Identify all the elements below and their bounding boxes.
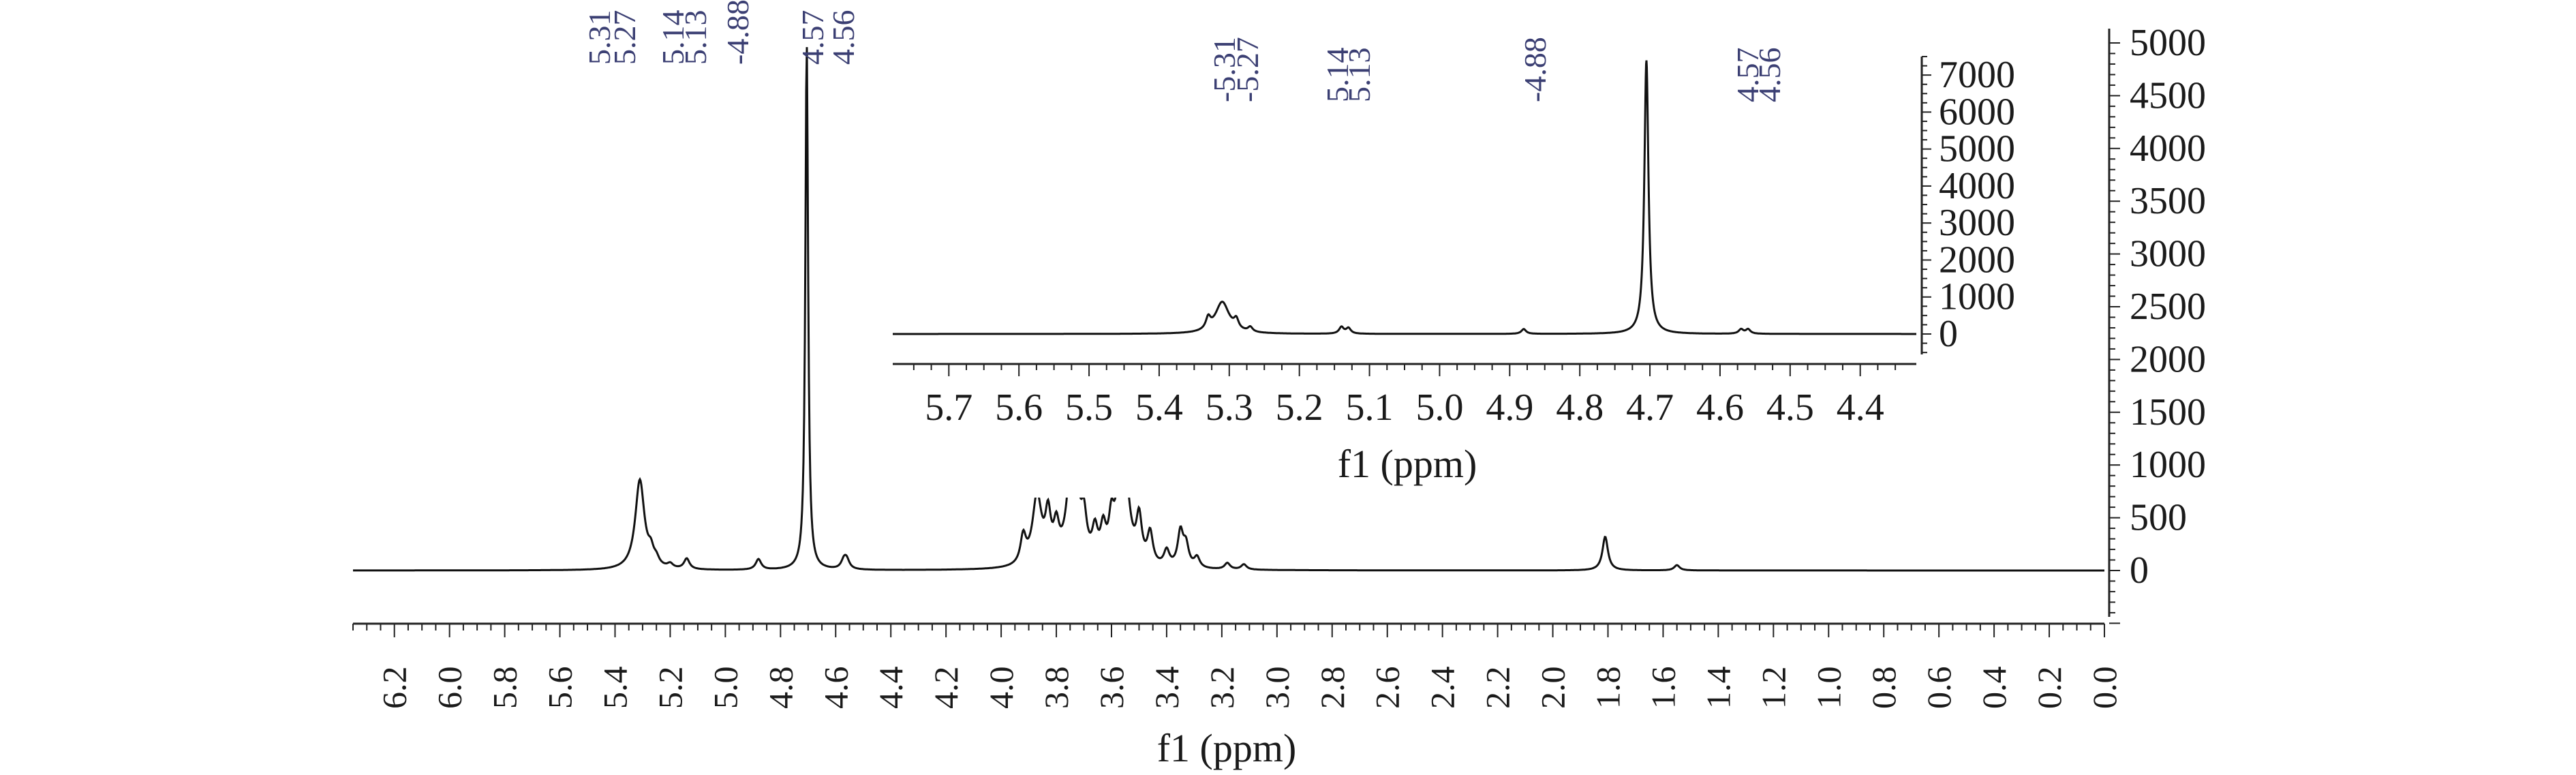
- inset-spectrum-trace: [893, 60, 1916, 335]
- inset-peak-label: -5.27: [1230, 37, 1265, 102]
- inset-peak-label: 5.13: [1342, 48, 1377, 103]
- inset-x-tick-label: 5.1: [1346, 386, 1394, 429]
- x-tick-label: 2.0: [1534, 667, 1572, 710]
- inset-x-tick-label: 4.4: [1837, 386, 1884, 429]
- x-tick-label: 3.0: [1258, 667, 1296, 710]
- x-tick-label: 4.4: [872, 667, 910, 710]
- x-tick-label: 1.4: [1699, 667, 1737, 710]
- inset-x-tick-label: 5.3: [1206, 386, 1253, 429]
- y-tick-label: 3000: [2130, 233, 2206, 275]
- inset-y-tick-label: 7000: [1939, 54, 2015, 96]
- x-tick-label: 2.8: [1313, 667, 1351, 710]
- x-tick-label: 3.2: [1203, 667, 1241, 710]
- inset-y-tick-label: 1000: [1939, 276, 2015, 318]
- y-tick-label: 2500: [2130, 286, 2206, 328]
- inset-spectrum: 5.7 5.6 5.5 5.4 5.3 5.2 5.1 5.0 4.9 4.8 4.7 4.6 4.5 4…: [886, 27, 2015, 498]
- inset-y-tick-label: 0: [1939, 313, 1958, 355]
- x-tick-label: 6.0: [431, 667, 469, 710]
- x-tick-label: 5.2: [651, 666, 689, 709]
- x-tick-label: 1.8: [1589, 667, 1627, 710]
- x-tick-label: 4.0: [982, 667, 1020, 710]
- inset-x-tick-label: 4.5: [1766, 386, 1814, 429]
- inset-peak-label: -5.31: [1207, 37, 1242, 102]
- x-tick-label: 1.2: [1754, 667, 1792, 710]
- inset-x-axis-title: f1 (ppm): [1338, 442, 1477, 486]
- inset-x-tick-label: 4.9: [1486, 386, 1533, 429]
- peak-label: 5.13: [678, 10, 713, 65]
- x-tick-label: 5.4: [596, 667, 634, 710]
- inset-x-tick-label: 4.8: [1556, 386, 1604, 429]
- inset-x-tick-label: 5.5: [1065, 386, 1113, 429]
- inset-y-tick-label: 3000: [1939, 202, 2015, 244]
- x-tick-label: 3.8: [1037, 667, 1075, 710]
- x-tick-label: 5.0: [706, 667, 744, 710]
- inset-x-tick-label: 5.6: [995, 386, 1043, 429]
- inset-peak-label: 4.57: [1730, 48, 1765, 103]
- main-spectrum: 6.2 6.0 5.8 5.6 5.4 5.2 5.0 4.8 4.6 4.4 4.2 4.0 3.8 3…: [352, 0, 2206, 770]
- y-tick-label: 0: [2130, 549, 2149, 592]
- x-tick-label: 2.2: [1479, 667, 1517, 710]
- x-axis-title: f1 (ppm): [1157, 726, 1297, 770]
- x-tick-label: 2.4: [1424, 667, 1462, 710]
- x-tick-label: 3.4: [1148, 667, 1186, 710]
- inset-y-tick-label: 2000: [1939, 239, 2015, 281]
- x-tick-label: 0.8: [1865, 667, 1903, 710]
- x-tick-label: 2.6: [1368, 667, 1407, 710]
- peak-label: 5.27: [607, 10, 642, 65]
- peak-label: 4.56: [826, 10, 861, 65]
- y-tick-label: 4000: [2130, 127, 2206, 170]
- x-tick-label: 0.6: [1920, 667, 1958, 710]
- y-tick-label: 3500: [2130, 180, 2206, 222]
- inset-peak-label: -4.88: [1518, 37, 1552, 102]
- inset-x-tick-label: 5.2: [1276, 386, 1323, 429]
- peak-label: -4.88: [720, 0, 755, 65]
- inset-x-tick-label: 4.7: [1626, 386, 1674, 429]
- x-tick-label: 0.4: [1975, 667, 2013, 710]
- x-tick-label: 5.8: [486, 667, 524, 710]
- spectrum-trace: [353, 47, 2104, 572]
- y-tick-label: 1500: [2130, 391, 2206, 434]
- x-tick-label: 4.6: [816, 667, 855, 710]
- inset-x-tick-label: 5.4: [1135, 386, 1183, 429]
- inset-y-tick-label: 4000: [1939, 165, 2015, 207]
- x-tick-label: 6.2: [375, 667, 414, 710]
- y-tick-label: 5000: [2130, 22, 2206, 64]
- inset-y-tick-label: 6000: [1939, 91, 2015, 133]
- inset-peak-label: 5.14: [1320, 48, 1355, 103]
- y-tick-label: 4500: [2130, 74, 2206, 117]
- peak-label: 5.14: [656, 10, 690, 65]
- inset-peak-label: 4.56: [1752, 48, 1787, 103]
- x-tick-label: 4.2: [927, 667, 965, 710]
- inset-x-tick-label: 5.7: [925, 386, 972, 429]
- peak-label: 4.57: [795, 10, 830, 65]
- inset-y-tick-label: 5000: [1939, 128, 2015, 170]
- x-tick-label: 0.0: [2085, 667, 2123, 710]
- inset-x-tick-label: 4.6: [1696, 386, 1744, 429]
- y-tick-label: 500: [2130, 497, 2187, 539]
- x-tick-label: 3.6: [1092, 667, 1131, 710]
- x-tick-label: 1.0: [1809, 667, 1847, 710]
- inset-background: [886, 27, 1935, 498]
- y-tick-label: 2000: [2130, 338, 2206, 380]
- x-tick-label: 4.8: [761, 667, 799, 710]
- y-tick-label: 1000: [2130, 444, 2206, 486]
- peak-label: 5.31: [582, 10, 617, 65]
- x-tick-label: 0.2: [2030, 667, 2068, 710]
- x-tick-label: 5.6: [541, 667, 579, 710]
- inset-x-tick-label: 5.0: [1415, 386, 1463, 429]
- x-tick-label: 1.6: [1644, 667, 1682, 710]
